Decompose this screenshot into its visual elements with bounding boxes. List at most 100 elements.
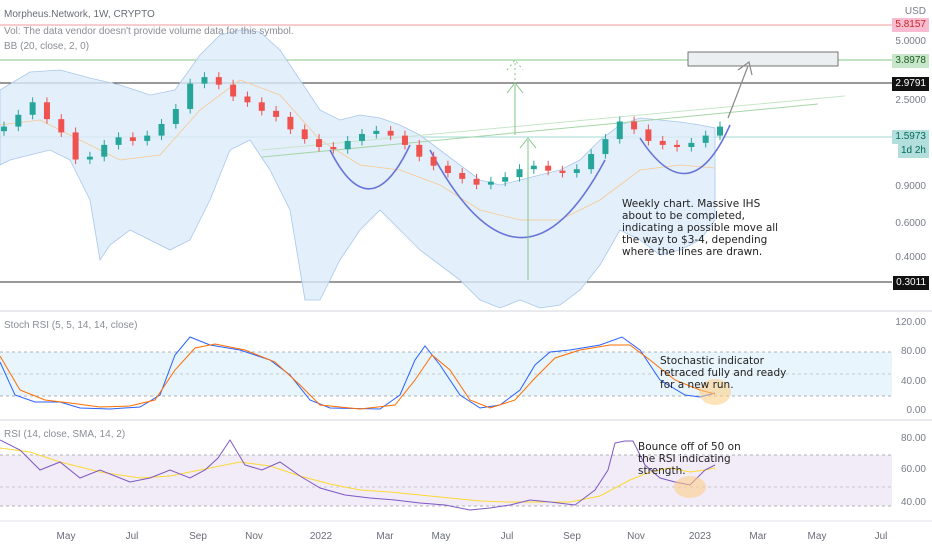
bollinger-band: [0, 29, 716, 309]
time-label: Mar: [376, 531, 394, 542]
candle-body: [702, 135, 709, 143]
time-label: 2022: [309, 531, 333, 542]
stoch-axis-40: 40.00: [900, 376, 926, 387]
candle-body: [273, 110, 280, 117]
candle-body: [674, 144, 681, 147]
candle-body: [172, 108, 179, 124]
price-tag-black-high: 2.9791: [892, 77, 929, 91]
candle-body: [72, 132, 79, 160]
candle-body: [502, 177, 509, 182]
candle-body: [187, 83, 194, 109]
price-tag-green: 3.8978: [892, 54, 929, 68]
candle-body: [688, 142, 695, 147]
stoch-legend[interactable]: Stoch RSI (5, 5, 14, 14, close): [4, 320, 138, 331]
time-label: Jul: [500, 531, 514, 542]
rsi-annotation[interactable]: Bounce off of 50 on the RSI indicating s…: [638, 441, 741, 477]
time-label: Jul: [125, 531, 139, 542]
price-tag-current: 1.5973: [892, 130, 929, 144]
left-shoulder-curve: [329, 144, 411, 190]
price-tag-red: 5.8157: [892, 18, 929, 32]
candle-body: [43, 102, 50, 120]
bb-legend[interactable]: BB (20, close, 2, 0): [4, 41, 90, 52]
candle-body: [316, 139, 323, 147]
candle-body: [516, 169, 523, 178]
candle-body: [86, 156, 93, 160]
neckline-lower: [261, 103, 819, 158]
candle-body: [559, 170, 566, 173]
candle-body: [29, 102, 36, 115]
price-label-04: 0.4000: [895, 252, 926, 263]
rsi-axis-80: 80.00: [900, 433, 926, 444]
candle-body: [416, 144, 423, 157]
head-curve: [429, 149, 606, 239]
bb-basis: [0, 79, 716, 221]
target-arrow: [727, 65, 749, 119]
candle-body: [530, 165, 537, 170]
candle-body: [588, 154, 595, 170]
target-box[interactable]: [687, 51, 839, 67]
time-label: May: [807, 531, 827, 542]
time-label: Sep: [563, 531, 581, 542]
candle-body: [144, 135, 151, 141]
candle-body: [487, 181, 494, 185]
candle-body: [201, 77, 208, 84]
candle-body: [444, 165, 451, 173]
currency-label: USD: [904, 6, 926, 17]
candle-body: [15, 114, 22, 127]
time-label: May: [56, 531, 76, 542]
candle-body: [602, 139, 609, 155]
candle-body: [359, 133, 365, 141]
time-label: 2023: [688, 531, 712, 542]
candle-body: [330, 147, 337, 150]
rsi-ma-line: [0, 447, 716, 503]
candle-body: [158, 123, 165, 136]
rsi-legend[interactable]: RSI (14, close, SMA, 14, 2): [4, 429, 126, 440]
candle-body: [230, 84, 237, 97]
candle-body: [129, 137, 136, 141]
countdown-tag: 1d 2h: [897, 144, 929, 158]
candle-body: [301, 129, 308, 140]
time-label: Sep: [189, 531, 207, 542]
volume-note: Vol: The data vendor doesn't provide vol…: [4, 26, 294, 37]
candle-body: [401, 135, 408, 145]
candle-body: [58, 119, 65, 133]
price-label-25: 2.5000: [895, 95, 926, 106]
candle-body: [545, 165, 552, 171]
candle-body: [258, 102, 265, 111]
time-label: May: [431, 531, 451, 542]
candle-body: [373, 130, 380, 134]
candle-body: [387, 130, 394, 136]
candle-body: [1, 126, 7, 132]
candle-body: [287, 116, 294, 130]
candle-body: [115, 137, 122, 145]
candle-body: [645, 129, 652, 141]
stoch-k-line: [0, 336, 716, 410]
price-label-09: 0.9000: [895, 181, 926, 192]
candle-body: [459, 172, 466, 179]
candle-body: [215, 77, 222, 85]
stoch-annotation[interactable]: Stochastic indicator retraced fully and …: [660, 355, 787, 391]
neckline-upper: [261, 95, 846, 151]
symbol-title: Morpheus.Network, 1W, CRYPTO: [4, 9, 155, 20]
rsi-axis-60: 60.00: [900, 464, 926, 475]
stoch-axis-120: 120.00: [895, 317, 926, 328]
right-shoulder-curve: [639, 124, 731, 175]
candle-body: [101, 144, 108, 157]
candle-body: [473, 178, 480, 185]
ihs-annotation[interactable]: Weekly chart. Massive IHS about to be co…: [622, 198, 779, 258]
rsi-line: [0, 439, 716, 511]
time-label: Mar: [749, 531, 767, 542]
stoch-axis-0: 0.00: [906, 405, 926, 416]
stoch-axis-80: 80.00: [900, 346, 926, 357]
stoch-d-line: [0, 343, 716, 410]
candle-body: [573, 169, 580, 173]
time-label: Nov: [627, 531, 645, 542]
rsi-highlight: [674, 476, 706, 498]
price-label-5: 5.0000: [895, 36, 926, 47]
stoch-highlight: [699, 379, 731, 405]
candle-body: [616, 121, 623, 140]
price-label-06: 0.6000: [895, 218, 926, 229]
rsi-axis-40: 40.00: [900, 497, 926, 508]
candle-body: [244, 96, 251, 103]
